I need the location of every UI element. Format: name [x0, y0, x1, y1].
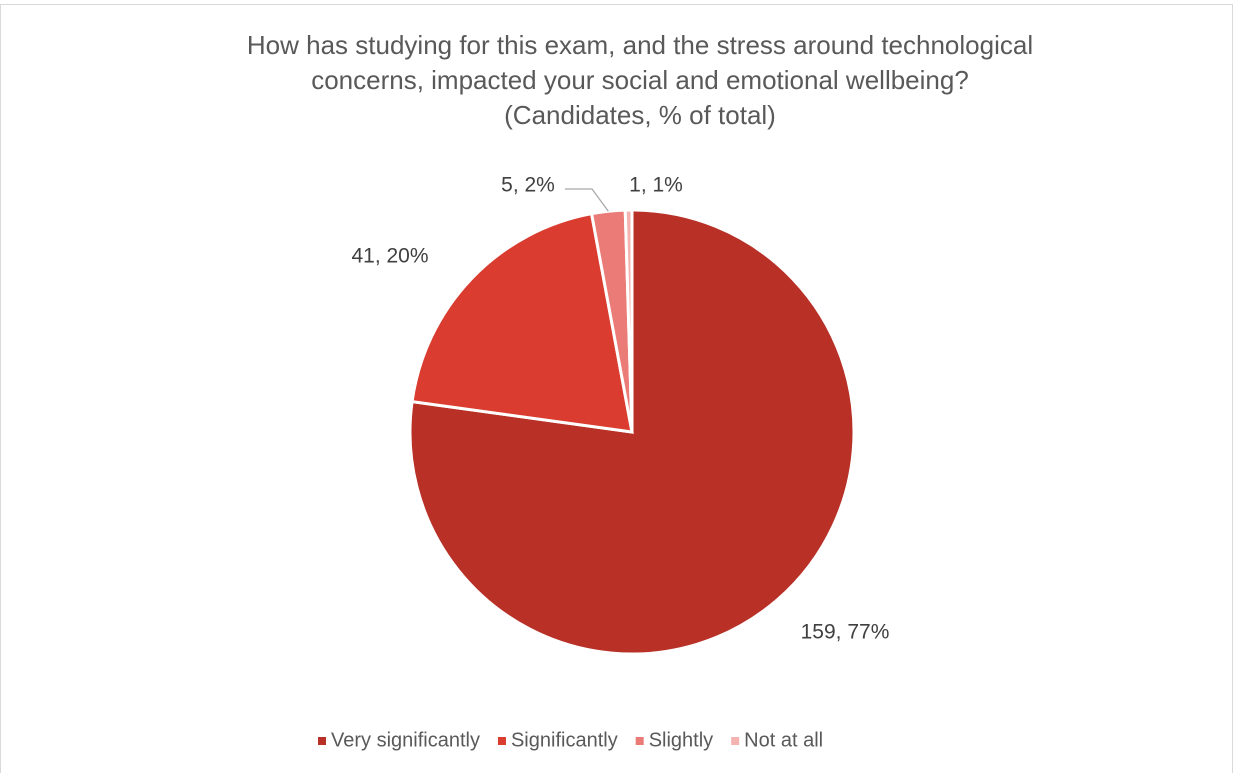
- legend-label: Slightly: [649, 729, 713, 751]
- leader-line: [565, 188, 609, 212]
- legend-label: Not at all: [744, 729, 823, 751]
- legend-marker: [731, 737, 740, 745]
- legend-marker: [635, 737, 644, 745]
- chart-title: (Candidates, % of total): [504, 100, 776, 130]
- data-label: 5, 2%: [501, 174, 555, 197]
- legend-label: Significantly: [511, 729, 618, 751]
- chart-title: How has studying for this exam, and the …: [247, 30, 1033, 60]
- pie-slice: [623, 208, 634, 433]
- legend-marker: [318, 737, 326, 745]
- data-label: 159, 77%: [801, 621, 890, 644]
- chart-title: concerns, impacted your social and emoti…: [311, 65, 969, 95]
- legend-label: Very significantly: [331, 729, 480, 751]
- data-label: 1, 1%: [629, 174, 683, 197]
- data-label: 41, 20%: [351, 245, 428, 268]
- legend-marker: [497, 737, 506, 745]
- pie-slice: [410, 211, 634, 434]
